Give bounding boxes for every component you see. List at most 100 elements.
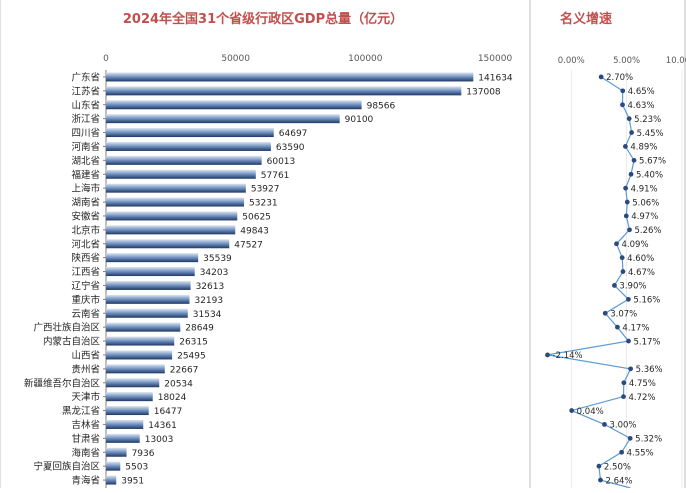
growth-point — [627, 227, 632, 233]
gdp-value-label: 13003 — [145, 435, 174, 445]
gdp-value-label: 90100 — [345, 115, 374, 125]
gdp-bar — [106, 155, 262, 165]
growth-point — [624, 199, 630, 205]
gdp-bar — [106, 197, 245, 207]
category-label: 宁夏回族自治区 — [33, 461, 100, 473]
gdp-value-label: 64697 — [279, 129, 308, 139]
gdp-bar — [106, 72, 474, 82]
growth-point — [629, 130, 634, 135]
gdp-value-label: 35539 — [203, 254, 232, 264]
growth-value-label: 5.67% — [639, 157, 666, 167]
gdp-bar — [106, 86, 462, 96]
category-label: 湖北省 — [71, 155, 100, 167]
gdp-value-label: 49843 — [240, 226, 269, 236]
growth-line-tail — [600, 479, 631, 489]
growth-value-label: 4.91% — [631, 184, 658, 194]
growth-point — [619, 255, 625, 261]
category-label: 湖南省 — [71, 197, 100, 209]
category-label: 上海市 — [71, 183, 100, 195]
growth-point — [619, 449, 625, 455]
growth-point — [626, 116, 632, 122]
growth-value-label: 2.64% — [605, 476, 632, 486]
gdp-bar — [106, 211, 238, 221]
x-tick-label: 150000 — [478, 54, 513, 64]
growth-point — [623, 185, 629, 191]
gdp-value-label: 22667 — [170, 365, 199, 375]
gdp-value-label: 57761 — [261, 171, 290, 181]
growth-point — [615, 324, 620, 330]
growth-point — [621, 380, 627, 386]
category-label: 河南省 — [71, 141, 100, 153]
category-label: 甘肃省 — [71, 433, 100, 445]
growth-tick-label: 5.00% — [613, 56, 640, 66]
gdp-value-label: 26315 — [179, 338, 208, 348]
x-tick-label: 0 — [103, 54, 109, 64]
category-label: 吉林省 — [71, 419, 100, 431]
gdp-bar — [106, 364, 165, 374]
growth-point — [612, 283, 617, 288]
category-label: 贵州省 — [71, 363, 100, 375]
gdp-bar — [106, 406, 149, 416]
gdp-bar — [106, 267, 195, 277]
gdp-bar — [106, 169, 256, 179]
gdp-bar — [106, 239, 230, 249]
growth-point — [602, 310, 608, 316]
gdp-bar — [106, 419, 144, 429]
gdp-bar — [106, 433, 140, 443]
category-label: 重庆市 — [71, 294, 100, 306]
category-label: 广东省 — [71, 71, 100, 83]
gdp-value-label: 50625 — [242, 212, 271, 222]
growth-value-label: 3.90% — [619, 282, 646, 292]
x-tick-label: 50000 — [221, 54, 250, 64]
gdp-bar — [106, 308, 188, 318]
gdp-bar — [106, 350, 173, 360]
gdp-bar — [106, 475, 117, 485]
growth-value-label: 4.63% — [628, 101, 655, 111]
growth-value-label: 4.17% — [622, 323, 649, 333]
growth-value-label: 4.97% — [631, 212, 658, 222]
category-label: 新疆维吾尔自治区 — [24, 377, 101, 389]
growth-point — [625, 296, 631, 302]
gdp-value-label: 53927 — [251, 185, 280, 195]
gdp-bar — [106, 461, 121, 471]
gdp-bar — [106, 253, 199, 263]
gdp-bar — [106, 378, 160, 388]
growth-value-label: 3.07% — [610, 309, 637, 319]
category-label: 云南省 — [71, 308, 100, 320]
x-tick-label: 100000 — [348, 54, 383, 64]
growth-value-label: 5.06% — [632, 198, 659, 208]
right-chart-title: 名义增速 — [560, 11, 612, 27]
gdp-bar — [106, 322, 181, 332]
gdp-value-label: 20534 — [164, 379, 193, 389]
gdp-bar — [106, 114, 340, 124]
growth-point — [620, 102, 625, 108]
gdp-value-label: 28649 — [185, 324, 214, 334]
category-label: 福建省 — [71, 169, 100, 181]
growth-value-label: 4.65% — [628, 87, 655, 97]
gdp-value-label: 53231 — [249, 199, 278, 209]
gdp-bar — [106, 225, 236, 235]
category-label: 辽宁省 — [71, 280, 100, 292]
growth-point — [620, 269, 626, 274]
growth-point — [627, 435, 633, 441]
category-label: 黑龙江省 — [62, 405, 100, 417]
gdp-value-label: 34203 — [200, 268, 229, 278]
growth-point — [631, 157, 637, 163]
category-label: 江西省 — [71, 266, 100, 278]
growth-value-label: 2.50% — [604, 462, 631, 472]
gdp-value-label: 16477 — [154, 407, 183, 417]
growth-value-label: 5.36% — [636, 365, 663, 375]
gdp-value-label: 31534 — [193, 310, 222, 320]
growth-value-label: 5.26% — [634, 226, 661, 236]
growth-point — [628, 366, 634, 372]
growth-value-label: 5.16% — [633, 296, 660, 306]
category-label: 浙江省 — [71, 113, 100, 125]
growth-point — [621, 394, 626, 400]
growth-point — [545, 352, 550, 358]
growth-point — [569, 408, 575, 413]
gdp-bar — [106, 447, 127, 457]
category-label: 陕西省 — [71, 252, 100, 264]
growth-point — [623, 213, 629, 219]
gdp-value-label: 32193 — [194, 296, 223, 306]
gdp-value-label: 18024 — [158, 393, 187, 403]
